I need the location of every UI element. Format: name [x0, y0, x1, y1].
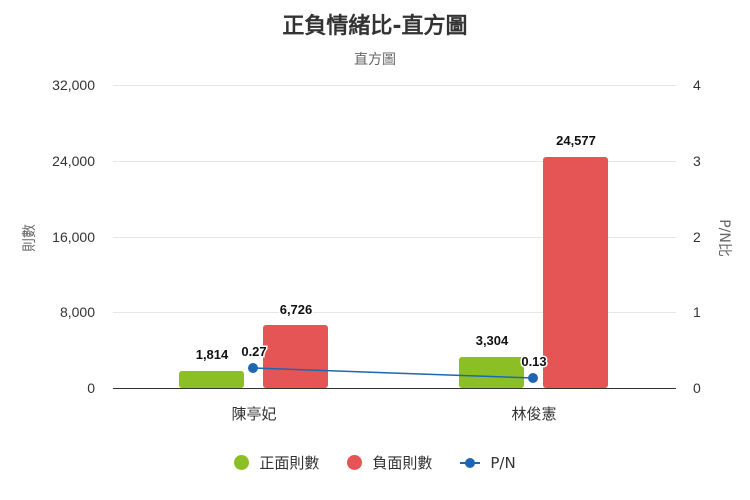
- pn-line: [252, 367, 534, 379]
- left-axis: 32,000 24,000 16,000 8,000 0 則數: [22, 77, 95, 396]
- pn-marker[interactable]: [248, 363, 258, 373]
- x-axis: 陳亭妃 林俊憲: [231, 405, 556, 423]
- chart-subtitle: 直方圖: [354, 52, 396, 68]
- legend-label: P/N: [490, 453, 516, 472]
- pn-marker[interactable]: [528, 373, 538, 383]
- left-tick: 8,000: [60, 304, 95, 320]
- bar-negative[interactable]: [263, 325, 328, 388]
- right-axis: 4 3 2 1 0 P/N比: [693, 77, 732, 396]
- data-labels: 1,814 6,726 0.27 3,304 24,577 0.13: [194, 132, 597, 371]
- left-tick: 16,000: [52, 229, 95, 245]
- circle-icon: [347, 455, 363, 470]
- data-label: 24,577: [556, 133, 596, 148]
- right-axis-title: P/N比: [716, 219, 732, 257]
- legend-item-negative[interactable]: 負面則數: [347, 452, 432, 473]
- category-label: 林俊憲: [511, 405, 556, 423]
- left-tick: 24,000: [52, 153, 95, 169]
- right-tick: 4: [693, 77, 701, 93]
- data-label: 3,304: [476, 333, 509, 348]
- chart-title: 正負情緒比-直方圖: [282, 14, 468, 39]
- data-label: 1,814: [196, 347, 229, 362]
- bar-negative[interactable]: [543, 157, 608, 388]
- legend-item-positive[interactable]: 正面則數: [234, 452, 319, 473]
- right-tick: 0: [693, 380, 701, 396]
- left-axis-title: 則數: [22, 224, 38, 252]
- legend-label: 正面則數: [259, 454, 320, 472]
- circle-icon: [234, 455, 250, 470]
- right-tick: 2: [693, 229, 701, 245]
- right-tick: 3: [693, 153, 701, 169]
- data-label: 0.13: [521, 354, 546, 369]
- left-tick: 0: [87, 380, 95, 396]
- right-tick: 1: [693, 304, 701, 320]
- pn-series: [248, 363, 538, 383]
- line-marker-icon: [460, 457, 481, 468]
- bar-positive[interactable]: [179, 371, 244, 388]
- left-tick: 32,000: [52, 77, 95, 93]
- legend: 正面則數 負面則數 P/N: [0, 452, 750, 473]
- legend-label: 負面則數: [372, 454, 433, 472]
- category-label: 陳亭妃: [231, 405, 276, 423]
- bar-group-1: [459, 157, 608, 388]
- legend-item-pn[interactable]: P/N: [460, 453, 516, 472]
- bar-group-0: [179, 325, 328, 388]
- data-label: 6,726: [280, 302, 313, 317]
- data-label: 0.27: [241, 344, 266, 359]
- bar-positive[interactable]: [459, 357, 524, 388]
